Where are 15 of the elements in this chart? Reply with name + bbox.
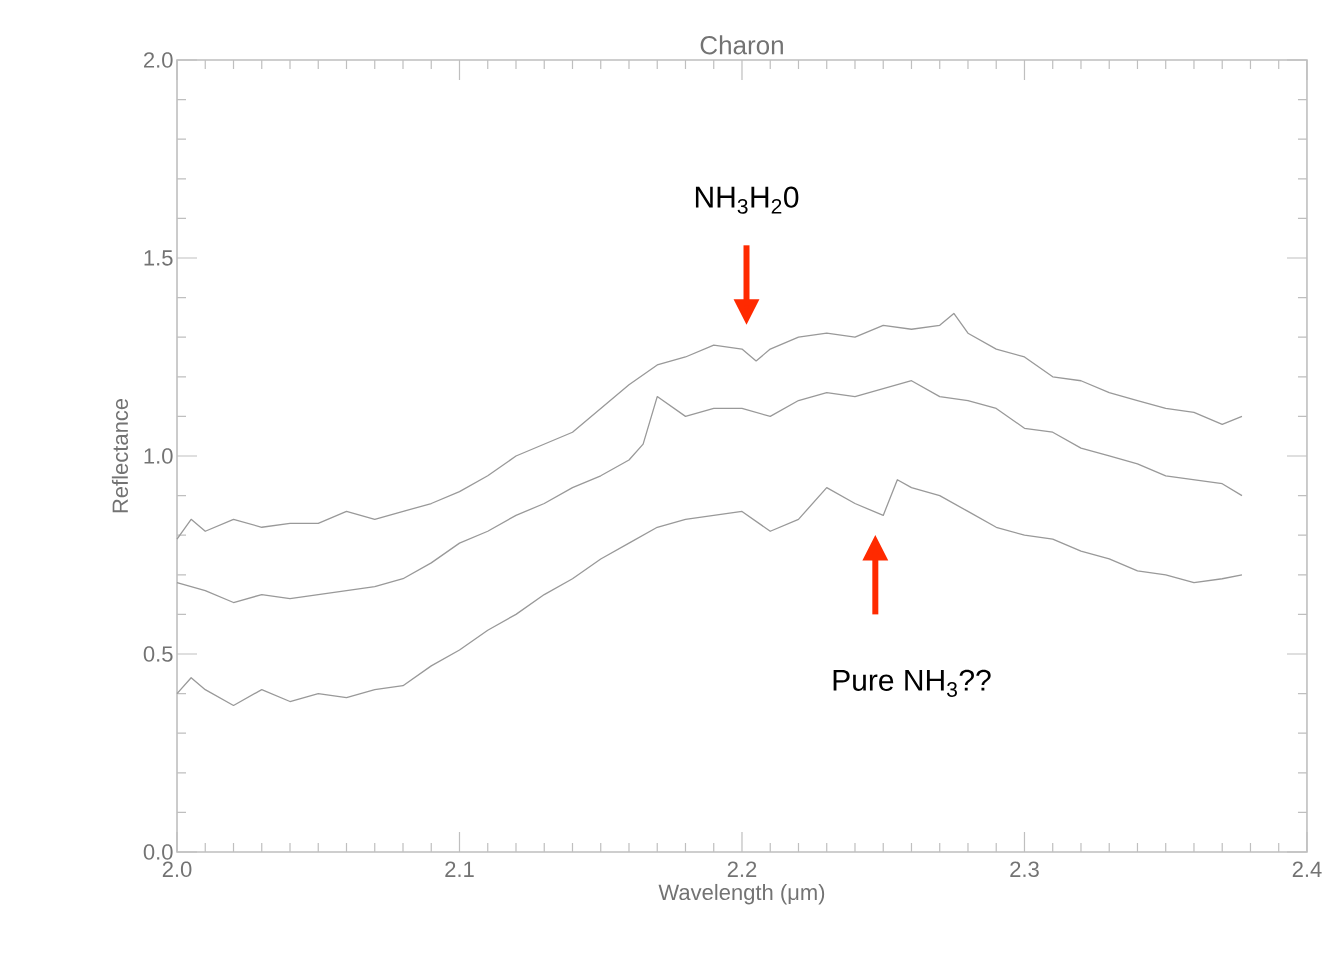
chart-title: Charon [700,35,783,55]
x-tick-label: 2.4 [1292,861,1322,877]
y-tick-label: 0.0 [143,844,173,860]
y-tick-label: 1.5 [144,250,173,266]
y-tick-label: 0.5 [143,646,173,662]
x-tick-label: 2.3 [1010,861,1039,878]
x-axis-title: Wavelength (μm) [658,883,825,905]
y-tick-label: 2.0 [144,52,173,68]
y-tick-label: 1.0 [144,448,173,464]
x-tick-label: 2.1 [445,861,474,877]
y-axis-title: Reflectance [111,398,129,513]
x-tick-label: 2.0 [162,861,192,878]
annotation: NH$_{3}$H$_{2}$0 [695,186,799,214]
annotation: Pure NH$_{3}$?? [833,669,991,697]
x-tick-label: 2.2 [727,861,757,877]
